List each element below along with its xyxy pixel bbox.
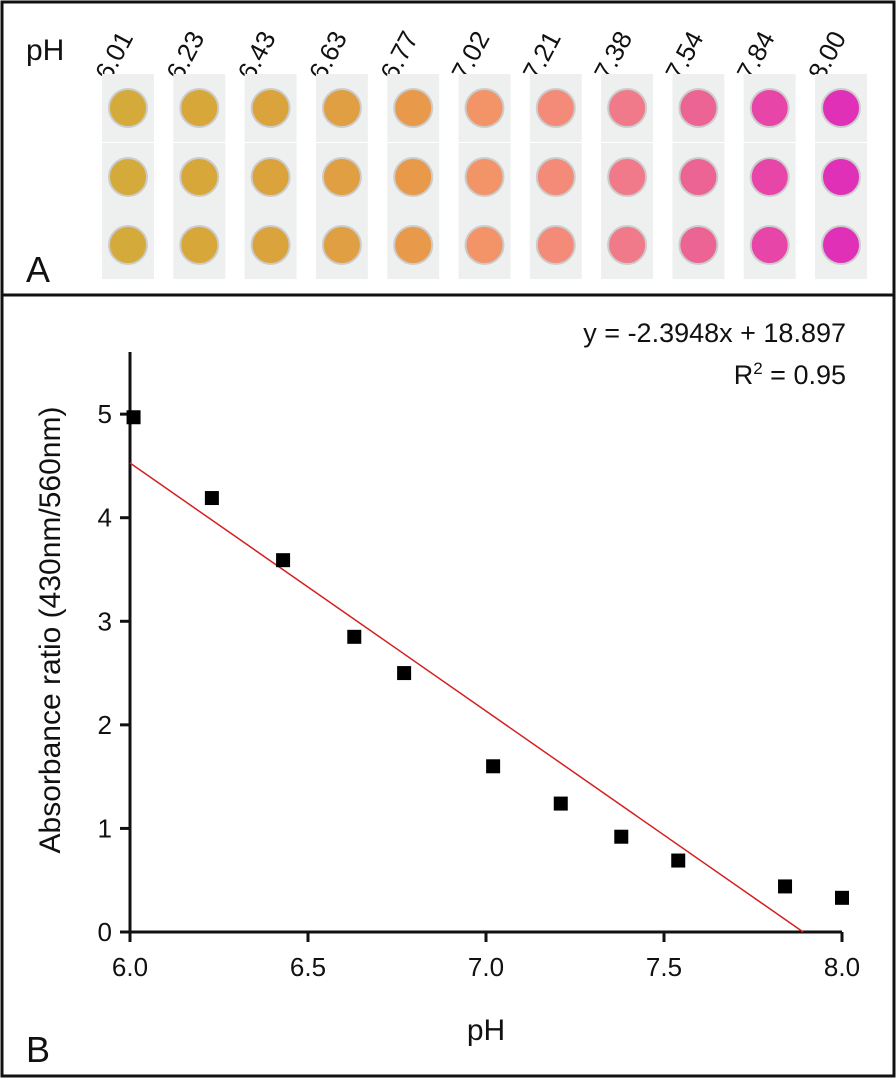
well	[535, 157, 576, 197]
point	[126, 410, 141, 425]
point	[614, 829, 629, 844]
well	[535, 225, 576, 265]
well	[108, 88, 148, 128]
point	[347, 629, 362, 644]
well	[321, 88, 362, 128]
point	[553, 796, 568, 811]
y-axis-title: Absorbance ratio (430nm/560nm)	[34, 407, 67, 854]
y-tick-label: 3	[98, 606, 112, 636]
well	[179, 157, 220, 197]
y-tick-label: 4	[98, 503, 112, 533]
well	[749, 225, 790, 265]
well	[250, 88, 291, 128]
well	[393, 225, 434, 265]
well	[393, 88, 434, 128]
well	[464, 157, 505, 197]
well	[250, 157, 291, 197]
x-tick-label: 6.5	[290, 952, 326, 982]
well	[250, 225, 291, 265]
well	[393, 157, 434, 197]
well	[821, 225, 861, 265]
well	[607, 225, 648, 265]
well	[749, 157, 790, 197]
point	[397, 666, 412, 681]
y-tick-label: 0	[98, 917, 112, 947]
row-header: pH	[26, 34, 64, 67]
r-squared-sup: 2	[753, 359, 762, 378]
well	[108, 157, 148, 197]
r-squared: R2 = 0.95	[734, 359, 846, 390]
well	[749, 88, 790, 128]
well	[464, 88, 505, 128]
panel-b-border	[0, 293, 896, 1078]
trendline	[129, 462, 804, 933]
well	[535, 88, 576, 128]
well	[678, 157, 719, 197]
y-tick-label: 1	[98, 813, 112, 843]
well	[607, 157, 648, 197]
well	[108, 225, 148, 265]
well	[678, 88, 719, 128]
y-tick-label: 5	[98, 399, 112, 429]
point	[204, 491, 219, 506]
r-squared-text: R	[734, 360, 754, 390]
well	[179, 225, 220, 265]
panel-label: B	[26, 1029, 50, 1070]
x-tick-label: 8.0	[824, 952, 860, 982]
y-tick-label: 2	[98, 710, 112, 740]
well	[321, 225, 362, 265]
well	[607, 88, 648, 128]
x-tick-label: 7.5	[646, 952, 682, 982]
r-squared-rest: = 0.95	[763, 360, 846, 390]
point	[486, 759, 501, 774]
well	[678, 225, 719, 265]
well	[821, 157, 861, 197]
well	[179, 88, 220, 128]
well	[821, 88, 861, 128]
panel-label: A	[26, 249, 50, 290]
x-tick-label: 7.0	[468, 952, 504, 982]
equation: y = -2.3948x + 18.897	[583, 318, 846, 348]
well	[464, 225, 505, 265]
x-tick-label: 6.0	[112, 952, 148, 982]
point	[671, 853, 686, 868]
x-axis-title: pH	[467, 1014, 505, 1047]
point	[835, 890, 849, 905]
point	[778, 879, 793, 894]
well	[321, 157, 362, 197]
point	[276, 553, 291, 568]
